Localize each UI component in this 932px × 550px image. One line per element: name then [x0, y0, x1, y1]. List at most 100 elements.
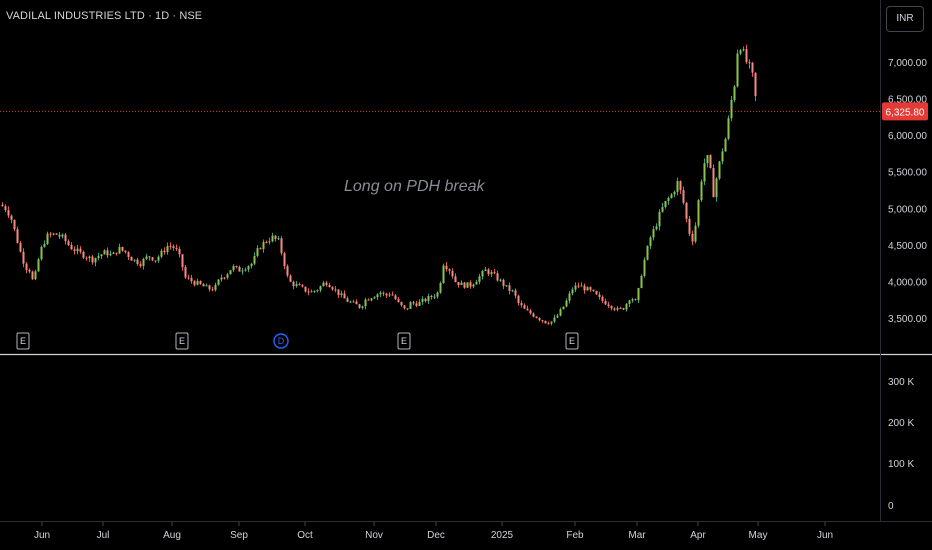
candle-body	[607, 304, 610, 306]
candle-body	[112, 252, 115, 254]
candle-body	[439, 282, 442, 293]
candle-body	[349, 301, 352, 303]
candle-body	[568, 293, 571, 301]
candle-body	[325, 282, 328, 285]
candle-body	[460, 282, 463, 286]
time-tick-label: Mar	[628, 530, 646, 541]
candle-body	[511, 290, 514, 292]
volume-axis[interactable]: 0 100 K 200 K 300 K	[888, 377, 914, 512]
candle-body	[37, 259, 40, 272]
candle-body	[580, 285, 583, 287]
candle-body	[616, 307, 619, 310]
candle-body	[430, 295, 433, 298]
dividend-marker[interactable]: D	[273, 333, 289, 349]
candle-body	[310, 291, 313, 293]
candle-body	[679, 181, 682, 191]
candle-body	[304, 286, 307, 292]
earnings-marker[interactable]: E	[16, 332, 30, 350]
candle-body	[4, 206, 7, 211]
candle-body	[703, 163, 706, 182]
candle-body	[421, 298, 424, 302]
price-tick-label: 3,500.00	[888, 314, 927, 325]
candle-body	[88, 256, 91, 259]
candle-body	[334, 289, 337, 291]
candle-body	[343, 293, 346, 299]
candle-body	[646, 245, 649, 260]
candle-body	[202, 284, 205, 287]
candle-body	[31, 271, 34, 280]
candle-body	[61, 234, 64, 237]
candle-body	[493, 272, 496, 274]
candle-body	[283, 253, 286, 267]
candle-body	[10, 215, 13, 220]
earnings-marker[interactable]: E	[175, 332, 189, 350]
candle-body	[175, 247, 178, 249]
candle-body	[124, 250, 127, 253]
candle-body	[154, 260, 157, 262]
time-tick-label: May	[749, 530, 768, 541]
candle-body	[85, 257, 88, 259]
candle-body	[505, 285, 508, 287]
candle-body	[697, 200, 700, 226]
candle-body	[709, 155, 712, 169]
candle-body	[634, 299, 637, 301]
time-tick-label: Jun	[34, 530, 50, 541]
candle-body	[361, 306, 364, 308]
candle-body	[502, 279, 505, 286]
candle-body	[328, 284, 331, 288]
candle-body	[559, 309, 562, 316]
candle-body	[553, 317, 556, 322]
time-tick-label: Dec	[427, 530, 445, 541]
candle-body	[598, 294, 601, 297]
candle-body	[595, 291, 598, 295]
price-tick-label: 6,000.00	[888, 131, 927, 142]
candle-body	[526, 308, 529, 311]
symbol-title[interactable]: VADILAL INDUSTRIES LTD · 1D · NSE	[6, 10, 203, 22]
candle-body	[685, 202, 688, 219]
candle-body	[214, 284, 217, 291]
earnings-marker[interactable]: E	[565, 332, 579, 350]
candle-body	[73, 249, 76, 252]
candle-body	[583, 285, 586, 291]
candle-body	[274, 235, 277, 239]
candle-body	[394, 295, 397, 300]
earnings-marker[interactable]: E	[397, 332, 411, 350]
candle-body	[235, 265, 238, 267]
candle-body	[109, 253, 112, 256]
candle-body	[487, 269, 490, 275]
candle-body	[715, 178, 718, 198]
candle-body	[649, 237, 652, 246]
candle-body	[295, 284, 298, 287]
candle-body	[724, 138, 727, 152]
candle-body	[193, 281, 196, 285]
time-axis[interactable]: Jun Jul Aug Sep Oct Nov Dec 2025 Feb Mar Apr May Jun	[34, 522, 833, 541]
candle-body	[49, 233, 52, 235]
svg-text:E: E	[569, 336, 575, 346]
candle-body	[712, 168, 715, 198]
price-tick-label: 4,500.00	[888, 241, 927, 252]
candle-body	[643, 259, 646, 276]
candle-body	[55, 233, 58, 235]
candle-body	[130, 256, 133, 261]
price-axis[interactable]: 3,500.00 4,000.00 4,500.00 5,000.00 5,500.00…	[888, 58, 927, 325]
candle-body	[547, 323, 550, 325]
candle-body	[64, 234, 67, 242]
candle-body	[499, 279, 502, 281]
candle-body	[208, 285, 211, 290]
candle-body	[412, 302, 415, 304]
candle-body	[70, 244, 73, 250]
candle-body	[397, 299, 400, 302]
candle-body	[289, 275, 292, 282]
candle-body	[298, 284, 301, 286]
currency-button[interactable]: INR	[886, 6, 924, 32]
candle-body	[157, 256, 160, 261]
candle-body	[529, 310, 532, 314]
candle-body	[730, 100, 733, 119]
candle-body	[199, 280, 202, 285]
candle-body	[589, 287, 592, 290]
candle-body	[22, 251, 25, 264]
candle-body	[370, 298, 373, 301]
price-tick-label: 4,000.00	[888, 277, 927, 288]
